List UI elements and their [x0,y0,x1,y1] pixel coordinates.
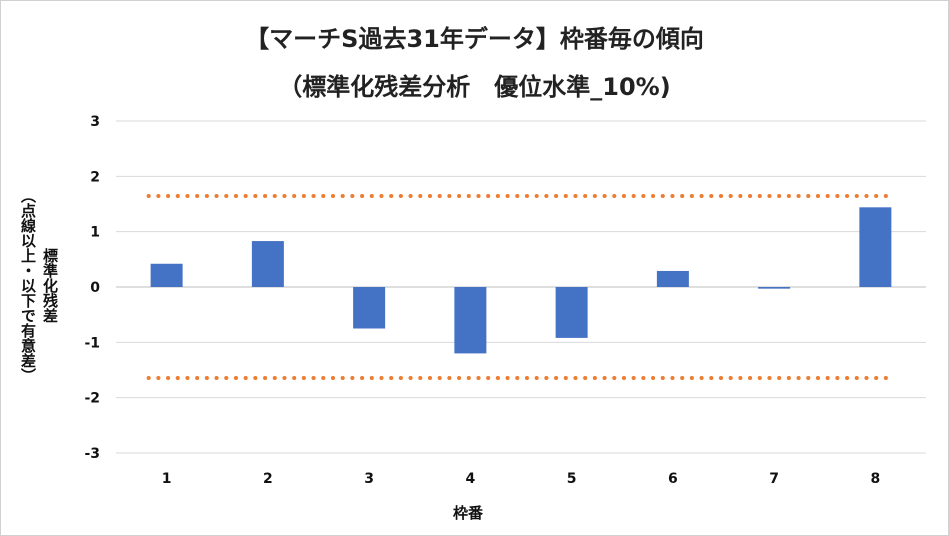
y-tick-label: 2 [90,169,100,185]
bars [150,207,892,354]
y-tick-label: 0 [90,280,100,296]
y-tick-label: 3 [90,114,100,130]
x-axis-title: 枠番 [453,504,484,522]
bar [555,287,588,338]
y-axis-title-line1: 標準化残差 [41,247,59,323]
gridlines [116,120,926,454]
x-tick-label: 1 [162,471,172,487]
y-tick-labels: -3 -2 -1 0 1 2 3 [84,114,100,462]
threshold-lines [146,193,896,381]
bar [758,287,791,289]
bar [353,287,386,329]
x-tick-label: 8 [871,471,881,487]
y-tick-label: -2 [84,391,100,407]
x-tick-labels: 1 2 3 4 5 6 7 8 [162,471,881,487]
y-axis-title: 標準化残差 （点線以上・以下で有意差） [6,150,72,420]
chart-title: 【マーチS過去31年データ】枠番毎の傾向 [245,25,704,53]
y-tick-label: 1 [90,225,100,241]
x-tick-label: 2 [263,471,273,487]
bar [859,207,892,287]
y-tick-label: -3 [84,446,100,462]
y-tick-label: -1 [84,335,100,351]
bar [454,287,487,354]
x-tick-label: 5 [567,471,577,487]
chart-subtitle: （標準化残差分析 優位水準_10%) [278,73,671,101]
bar [150,263,183,287]
x-tick-label: 3 [364,471,374,487]
y-axis-title-line2: （点線以上・以下で有意差） [19,187,37,383]
x-tick-label: 6 [668,471,678,487]
x-tick-label: 7 [769,471,779,487]
x-tick-label: 4 [466,471,476,487]
bar [656,270,689,287]
bar [251,241,284,287]
